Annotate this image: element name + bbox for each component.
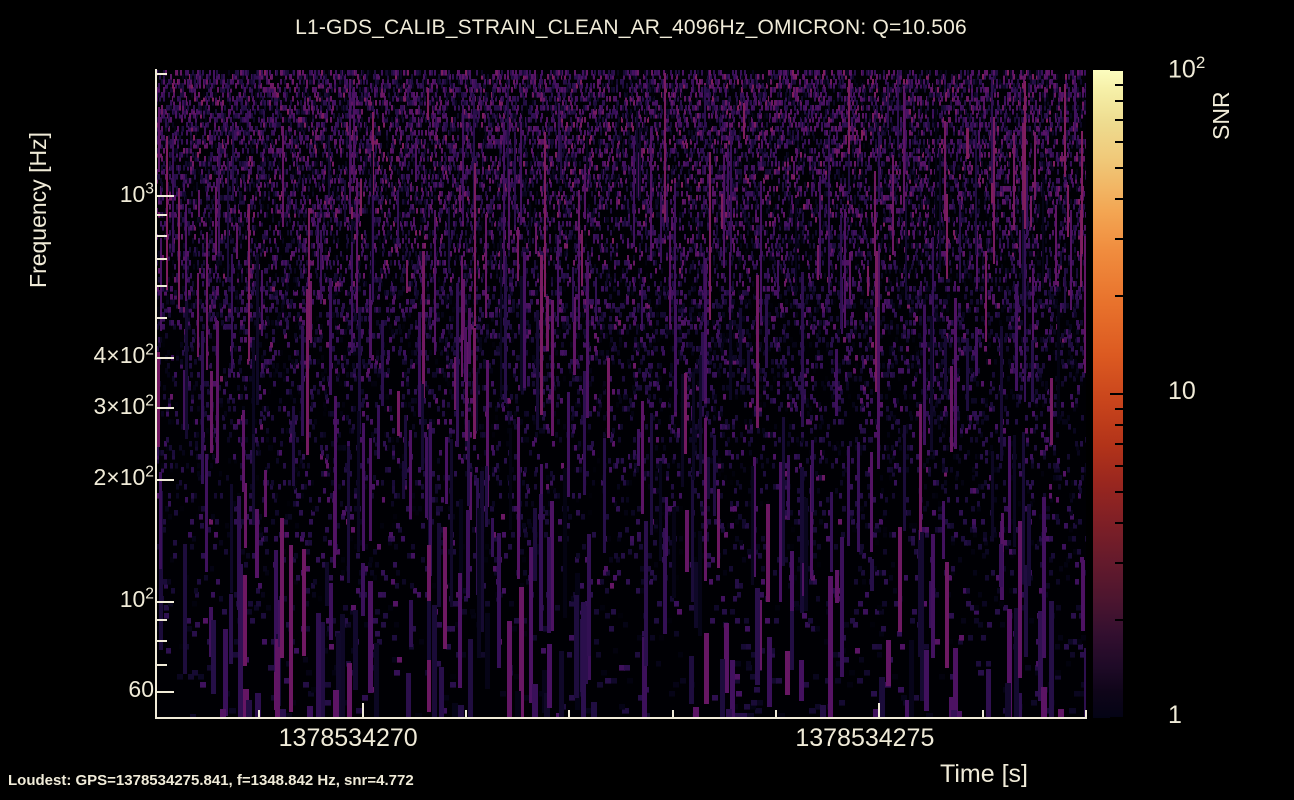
colorbar-tick-label: 10 xyxy=(1168,377,1196,405)
x-tick-label: 1378534270 xyxy=(278,724,418,752)
x-tick-minor xyxy=(775,710,777,718)
y-tick-label: 103 xyxy=(119,180,154,207)
y-tick-minor xyxy=(157,640,167,643)
y-tick-label: 4×102 xyxy=(93,341,154,369)
x-tick-minor xyxy=(671,710,674,718)
spectrogram-plot-area xyxy=(156,70,1086,717)
x-tick-major xyxy=(361,703,364,718)
x-tick-minor xyxy=(568,710,571,718)
colorbar-tick-minor xyxy=(1115,562,1123,565)
y-tick-label: 3×102 xyxy=(93,392,154,419)
colorbar-tick-minor xyxy=(1115,464,1123,467)
colorbar-tick-minor xyxy=(1115,295,1123,298)
colorbar-tick-major xyxy=(1110,69,1123,71)
colorbar-tick-minor xyxy=(1115,424,1123,427)
colorbar-tick-minor xyxy=(1115,140,1123,143)
y-tick-minor xyxy=(157,663,167,666)
x-tick-minor xyxy=(465,710,467,718)
y-tick-minor xyxy=(157,234,167,237)
x-tick-minor xyxy=(1085,710,1087,718)
x-tick-major xyxy=(878,703,881,718)
y-tick-label: 102 xyxy=(119,585,154,613)
y-tick-minor xyxy=(157,285,167,288)
colorbar-tick-label: 1 xyxy=(1168,701,1182,729)
y-tick-major xyxy=(157,407,174,410)
colorbar-tick-major xyxy=(1110,393,1123,395)
y-tick-major xyxy=(157,478,174,481)
plot-frame-bottom xyxy=(155,717,1087,719)
x-tick-label: 1378534275 xyxy=(795,724,935,752)
y-tick-minor xyxy=(157,317,167,320)
y-tick-major xyxy=(157,356,174,359)
y-tick-minor xyxy=(157,73,167,76)
x-tick-minor xyxy=(155,710,157,718)
y-tick-minor xyxy=(157,619,167,622)
y-axis-label: Frequency [Hz] xyxy=(25,132,51,288)
y-tick-major xyxy=(157,195,174,198)
y-tick-label: 2×102 xyxy=(93,463,154,491)
y-tick-minor xyxy=(157,213,167,216)
loudest-event-status: Loudest: GPS=1378534275.841, f=1348.842 … xyxy=(8,772,414,789)
colorbar-tick-major xyxy=(1110,717,1123,719)
x-axis-label: Time [s] xyxy=(940,760,1028,788)
colorbar-tick-minor xyxy=(1115,166,1123,169)
colorbar-tick-minor xyxy=(1115,443,1123,446)
colorbar-tick-minor xyxy=(1115,100,1123,103)
colorbar-tick-minor xyxy=(1115,238,1123,241)
y-tick-major xyxy=(157,690,174,693)
colorbar-tick-label: 102 xyxy=(1168,53,1206,84)
colorbar-tick-minor xyxy=(1115,83,1123,86)
x-tick-minor xyxy=(258,710,261,718)
y-tick-label: 60 xyxy=(128,675,154,702)
colorbar-tick-minor xyxy=(1115,490,1123,493)
spectrogram-canvas xyxy=(156,70,1086,717)
plot-frame-left xyxy=(155,69,157,718)
colorbar-tick-minor xyxy=(1115,619,1123,622)
x-tick-minor xyxy=(981,710,984,718)
colorbar-tick-minor xyxy=(1115,197,1123,200)
colorbar-label: SNR xyxy=(1208,91,1234,140)
colorbar-tick-minor xyxy=(1115,119,1123,122)
y-tick-minor xyxy=(157,258,167,261)
page-title: L1-GDS_CALIB_STRAIN_CLEAN_AR_4096Hz_OMIC… xyxy=(295,16,967,39)
colorbar-tick-minor xyxy=(1115,407,1123,410)
colorbar-tick-minor xyxy=(1115,521,1123,524)
y-tick-major xyxy=(157,600,174,603)
